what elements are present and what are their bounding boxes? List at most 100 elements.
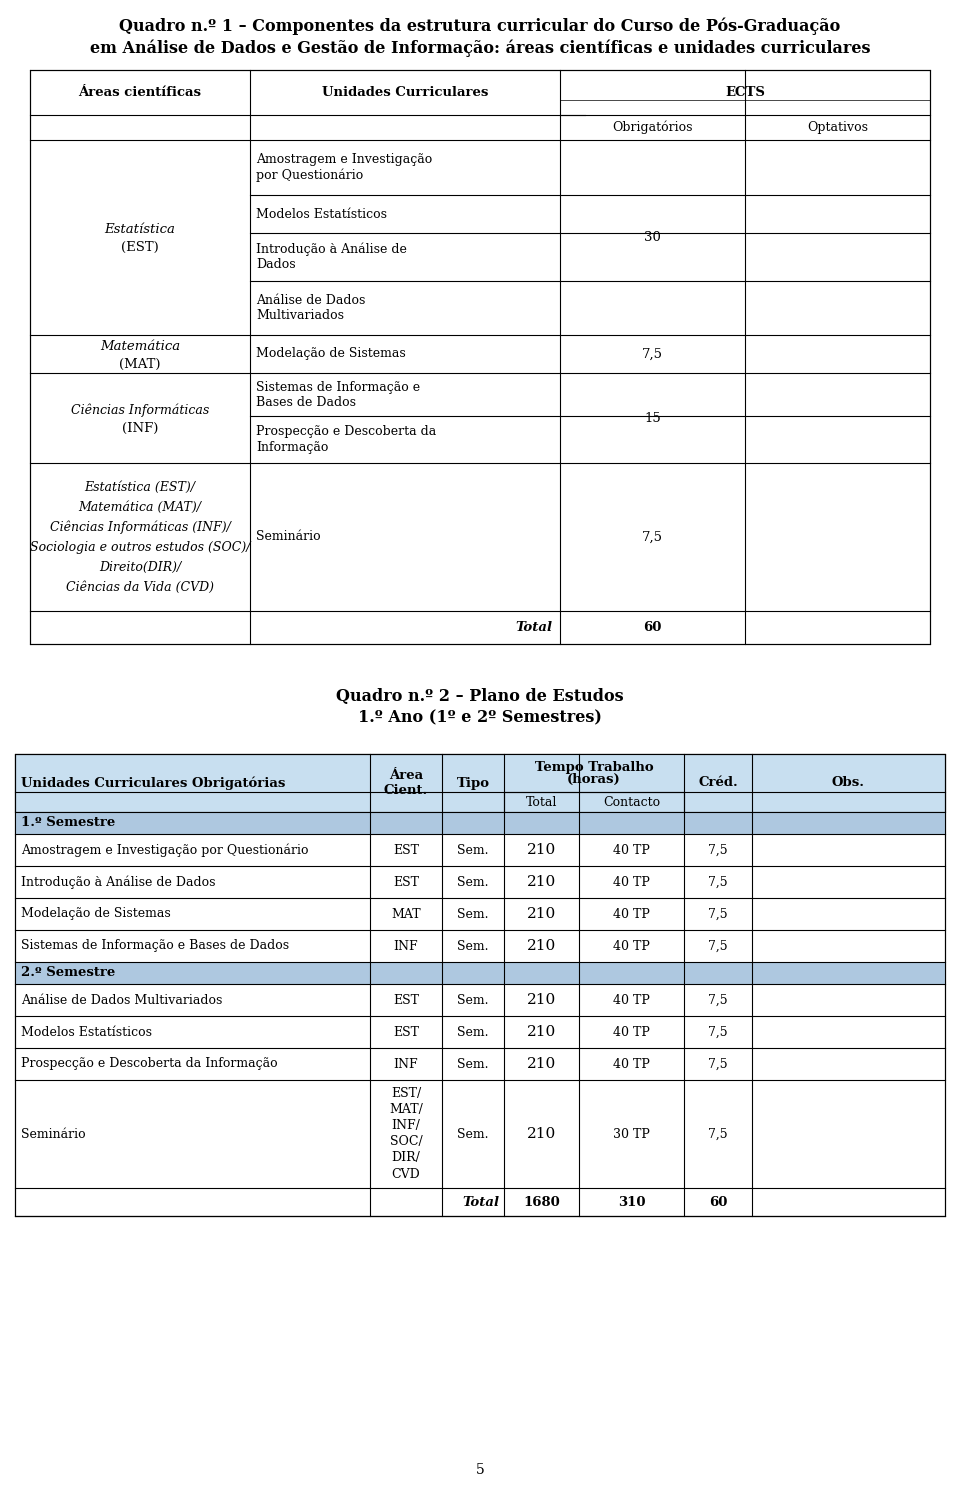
Text: 210: 210 <box>527 875 556 888</box>
Text: CVD: CVD <box>392 1168 420 1180</box>
Text: 60: 60 <box>708 1195 727 1208</box>
Text: Introdução à Análise de
Dados: Introdução à Análise de Dados <box>256 243 407 271</box>
Text: 30: 30 <box>644 231 660 244</box>
Text: Sem.: Sem. <box>457 1058 489 1070</box>
Text: Unidades Curriculares Obrigatórias: Unidades Curriculares Obrigatórias <box>21 777 285 790</box>
Text: Sem.: Sem. <box>457 1128 489 1140</box>
Text: Sem.: Sem. <box>457 1025 489 1039</box>
Text: 210: 210 <box>527 1126 556 1141</box>
Text: 40 TP: 40 TP <box>613 1025 650 1039</box>
Text: 15: 15 <box>644 412 660 424</box>
Text: Áreas científicas: Áreas científicas <box>79 86 202 100</box>
Text: 40 TP: 40 TP <box>613 939 650 952</box>
Text: SOC/: SOC/ <box>390 1135 422 1149</box>
Text: Introdução à Análise de Dados: Introdução à Análise de Dados <box>21 875 215 888</box>
Text: Sistemas de Informação e Bases de Dados: Sistemas de Informação e Bases de Dados <box>21 939 289 952</box>
Text: 210: 210 <box>527 844 556 857</box>
Text: 7,5: 7,5 <box>708 1058 728 1070</box>
Text: Amostragem e Investigação por Questionário: Amostragem e Investigação por Questionár… <box>21 844 308 857</box>
Text: 40 TP: 40 TP <box>613 994 650 1006</box>
Text: EST: EST <box>393 875 419 888</box>
Text: Área
Cient.: Área Cient. <box>384 769 428 798</box>
Text: (horas): (horas) <box>567 774 621 786</box>
Text: 7,5: 7,5 <box>642 348 663 360</box>
Text: Amostragem e Investigação
por Questionário: Amostragem e Investigação por Questionár… <box>256 153 432 182</box>
Text: Modelação de Sistemas: Modelação de Sistemas <box>256 348 406 360</box>
Text: 5: 5 <box>475 1463 485 1478</box>
Text: 7,5: 7,5 <box>708 1128 728 1140</box>
Text: Sem.: Sem. <box>457 844 489 857</box>
Text: 60: 60 <box>643 620 661 634</box>
Text: 1680: 1680 <box>523 1195 560 1208</box>
Text: Total: Total <box>462 1195 499 1208</box>
Text: Análise de Dados Multivariados: Análise de Dados Multivariados <box>21 994 223 1006</box>
Text: Matemática: Matemática <box>100 339 180 353</box>
Text: EST: EST <box>393 844 419 857</box>
Text: Sociologia e outros estudos (SOC)/: Sociologia e outros estudos (SOC)/ <box>30 540 251 554</box>
Text: 210: 210 <box>527 992 556 1007</box>
Text: Total: Total <box>515 620 552 634</box>
Text: MAT/: MAT/ <box>389 1104 423 1116</box>
Bar <box>15 963 945 984</box>
Text: INF/: INF/ <box>392 1119 420 1132</box>
Text: 7,5: 7,5 <box>642 531 663 543</box>
Text: 310: 310 <box>617 1195 645 1208</box>
Text: 210: 210 <box>527 1056 556 1071</box>
Text: Matemática (MAT)/: Matemática (MAT)/ <box>79 500 202 513</box>
Text: Estatística: Estatística <box>105 223 176 237</box>
Text: ECTS: ECTS <box>725 86 765 100</box>
Text: 2.º Semestre: 2.º Semestre <box>21 967 115 979</box>
Text: 7,5: 7,5 <box>708 994 728 1006</box>
Text: Sem.: Sem. <box>457 939 489 952</box>
Text: 30 TP: 30 TP <box>613 1128 650 1140</box>
Text: (MAT): (MAT) <box>119 357 160 371</box>
Text: EST: EST <box>393 994 419 1006</box>
Text: Créd.: Créd. <box>698 777 738 790</box>
Text: Análise de Dados
Multivariados: Análise de Dados Multivariados <box>256 295 366 321</box>
Text: Ciências da Vida (CVD): Ciências da Vida (CVD) <box>66 580 214 594</box>
Text: Tempo Trabalho: Tempo Trabalho <box>535 760 654 774</box>
Text: 1.º Semestre: 1.º Semestre <box>21 817 115 829</box>
Text: 40 TP: 40 TP <box>613 844 650 857</box>
Text: 210: 210 <box>527 908 556 921</box>
Text: Modelos Estatísticos: Modelos Estatísticos <box>21 1025 152 1039</box>
Text: 1.º Ano (1º e 2º Semestres): 1.º Ano (1º e 2º Semestres) <box>358 710 602 726</box>
Text: Sistemas de Informação e
Bases de Dados: Sistemas de Informação e Bases de Dados <box>256 381 420 409</box>
Text: Seminário: Seminário <box>256 531 321 543</box>
Text: 7,5: 7,5 <box>708 875 728 888</box>
Text: Seminário: Seminário <box>21 1128 85 1140</box>
Text: INF: INF <box>394 1058 419 1070</box>
Bar <box>30 70 930 644</box>
Text: Sem.: Sem. <box>457 908 489 921</box>
Text: Quadro n.º 2 – Plano de Estudos: Quadro n.º 2 – Plano de Estudos <box>336 687 624 704</box>
Text: INF: INF <box>394 939 419 952</box>
Text: Modelação de Sistemas: Modelação de Sistemas <box>21 908 171 921</box>
Text: Obs.: Obs. <box>832 777 865 790</box>
Text: Ciências Informáticas: Ciências Informáticas <box>71 403 209 417</box>
Text: 40 TP: 40 TP <box>613 875 650 888</box>
Text: Contacto: Contacto <box>603 796 660 808</box>
Text: DIR/: DIR/ <box>392 1152 420 1165</box>
Text: MAT: MAT <box>391 908 420 921</box>
Text: EST/: EST/ <box>391 1088 421 1101</box>
Text: em Análise de Dados e Gestão de Informação: áreas científicas e unidades curricu: em Análise de Dados e Gestão de Informaç… <box>89 39 871 57</box>
Text: Direito(DIR)/: Direito(DIR)/ <box>99 561 181 573</box>
Text: Prospecção e Descoberta da Informação: Prospecção e Descoberta da Informação <box>21 1058 277 1070</box>
Text: (INF): (INF) <box>122 421 158 434</box>
Text: Unidades Curriculares: Unidades Curriculares <box>322 86 489 100</box>
Text: 210: 210 <box>527 1025 556 1039</box>
Bar <box>503 754 684 792</box>
Text: Sem.: Sem. <box>457 994 489 1006</box>
Bar <box>15 812 945 833</box>
Text: 7,5: 7,5 <box>708 908 728 921</box>
Text: 7,5: 7,5 <box>708 1025 728 1039</box>
Text: Total: Total <box>526 796 557 808</box>
Text: Quadro n.º 1 – Componentes da estrutura curricular do Curso de Pós-Graduação: Quadro n.º 1 – Componentes da estrutura … <box>119 18 841 34</box>
Text: Obrigatórios: Obrigatórios <box>612 121 693 134</box>
Text: 7,5: 7,5 <box>708 939 728 952</box>
Text: 40 TP: 40 TP <box>613 1058 650 1070</box>
Text: 40 TP: 40 TP <box>613 908 650 921</box>
Text: Ciências Informáticas (INF)/: Ciências Informáticas (INF)/ <box>50 521 230 534</box>
Text: Tipo: Tipo <box>457 777 490 790</box>
Text: Estatística (EST)/: Estatística (EST)/ <box>84 481 196 494</box>
